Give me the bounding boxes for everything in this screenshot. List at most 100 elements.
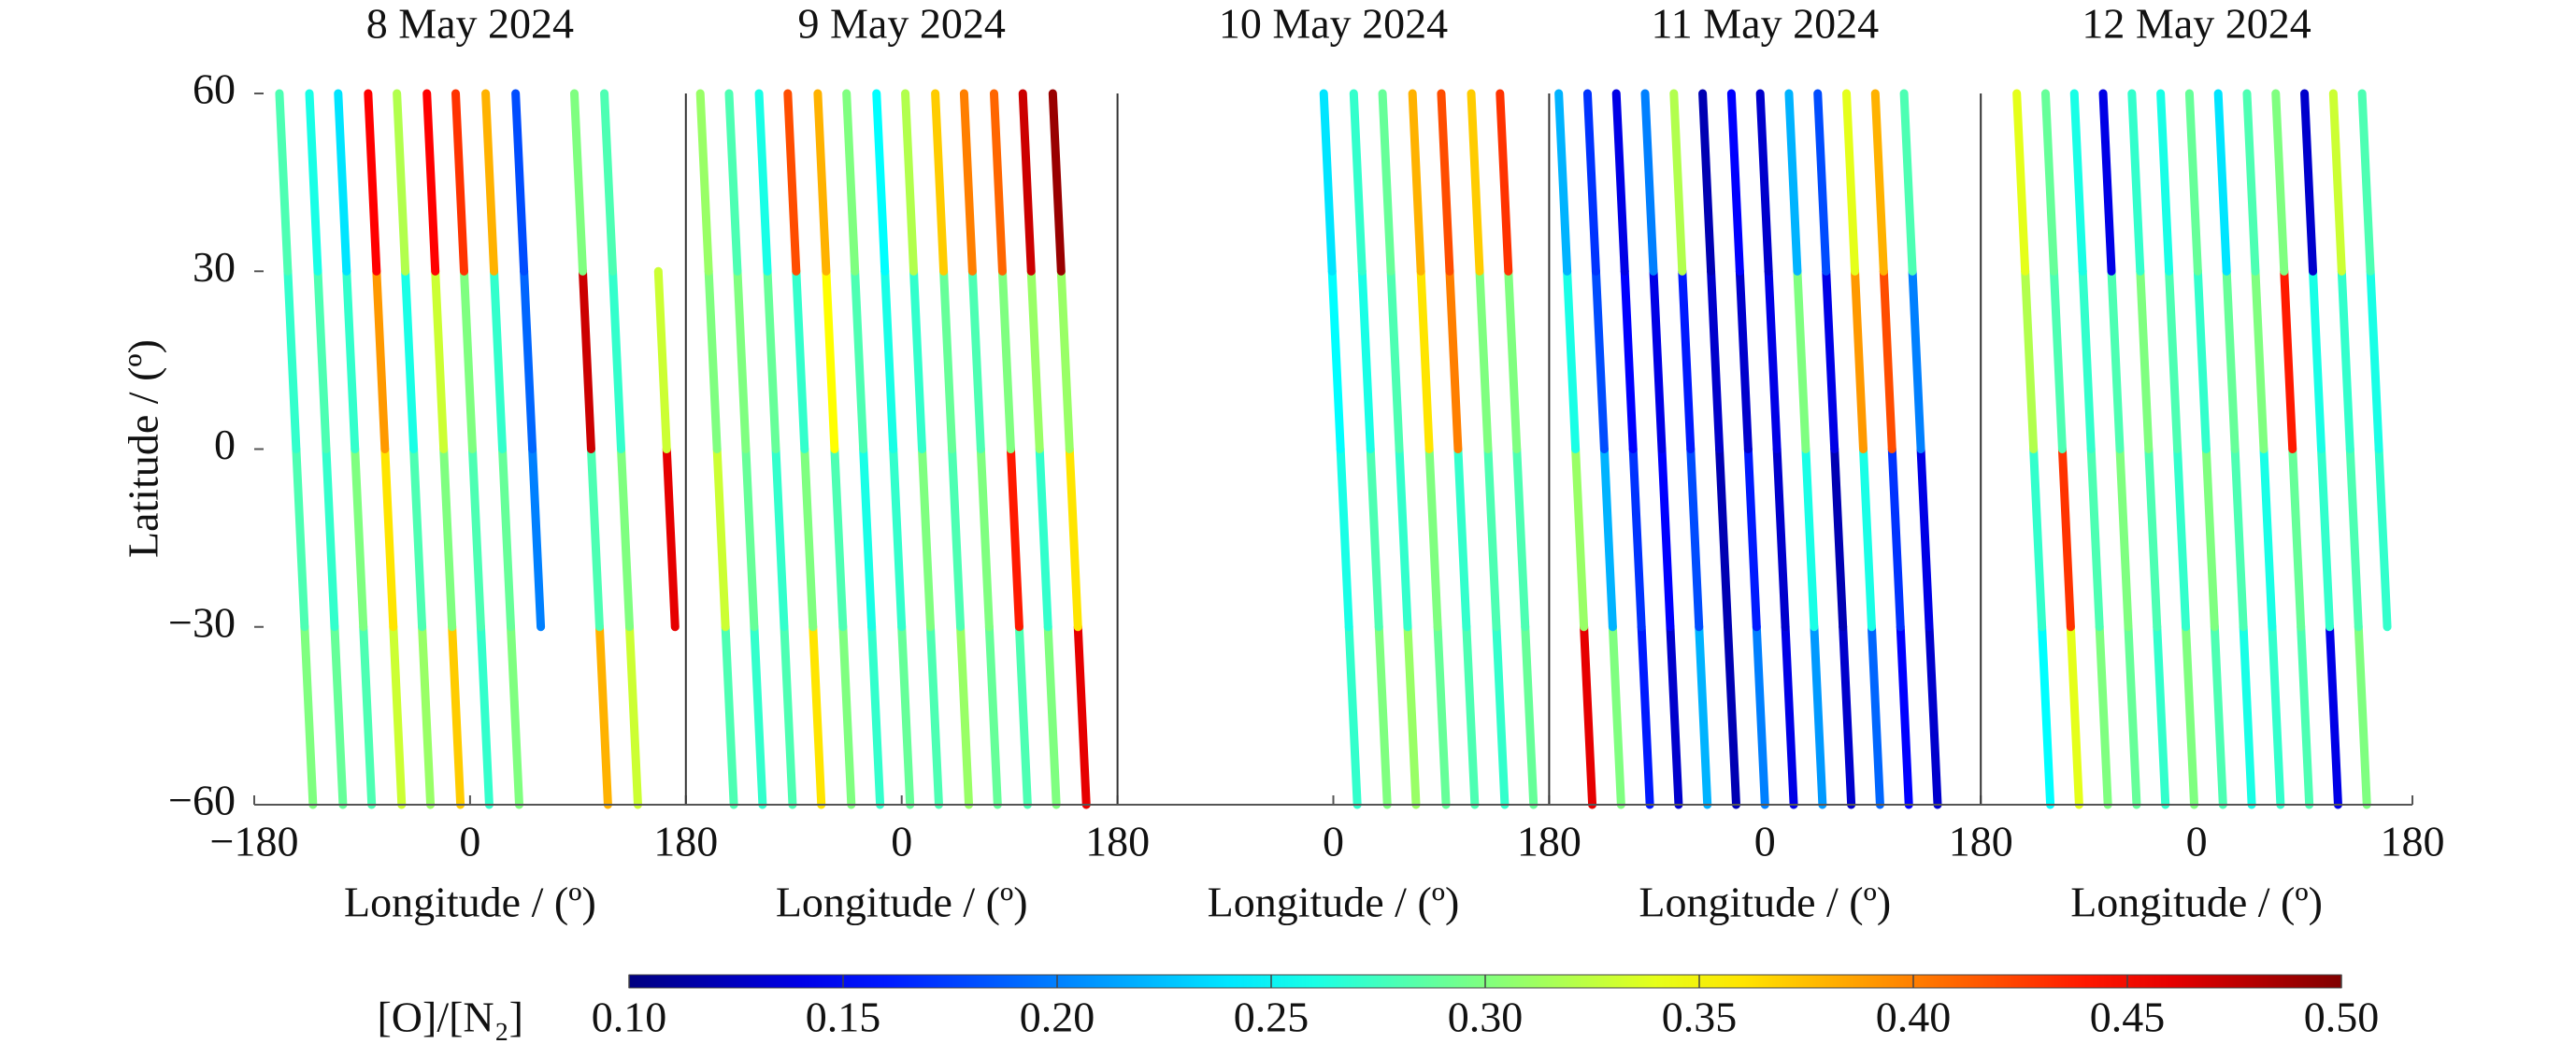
track-segment (1554, 89, 1572, 276)
track-segment (1755, 89, 1773, 276)
track-segment (956, 622, 974, 809)
track-segment (1752, 622, 1769, 809)
track-segment (1416, 266, 1434, 453)
track-segment (2115, 445, 2133, 632)
colorbar-tick-label: 0.20 (1020, 994, 1095, 1041)
track-segment (2328, 89, 2346, 276)
track-segment (1035, 445, 1052, 632)
track-segment (351, 445, 368, 632)
panel-title: 12 May 2024 (2082, 0, 2311, 48)
track-segment (2156, 89, 2174, 276)
track-segment (1043, 622, 1061, 809)
track-segment (1839, 622, 1856, 809)
track-segment (1014, 622, 1032, 809)
track-segment (283, 266, 301, 453)
track-segment (1772, 445, 1790, 632)
track-segment (897, 622, 915, 809)
track-segment (372, 266, 390, 453)
track-segment (1908, 266, 1925, 453)
track-segment (2153, 622, 2170, 809)
track-segment (813, 89, 831, 276)
x-axis-label: Longitude / (º) (776, 879, 1028, 926)
track-segment (1649, 266, 1667, 453)
track-segment (800, 445, 818, 632)
track-segment (662, 445, 680, 632)
colorbar-label: [O]/[N₂] (377, 994, 523, 1041)
x-tick-label: 180 (653, 818, 718, 865)
x-axis-label: Longitude / (º) (2070, 879, 2323, 926)
track-segment (617, 445, 635, 632)
track-segment (1378, 89, 1395, 276)
track-segment (2182, 622, 2199, 809)
track-segment (1366, 445, 1383, 632)
track-segment (600, 89, 618, 276)
track-segment (1842, 89, 1860, 276)
track-segment (2259, 445, 2277, 632)
track-segment (1403, 622, 1421, 809)
track-segment (695, 89, 713, 276)
track-segment (925, 622, 943, 809)
track-segment (2144, 445, 2162, 632)
track-segment (1858, 445, 1876, 632)
track-segment (275, 89, 293, 276)
track-segment (1344, 622, 1362, 809)
y-axis-label: Latitude / (º) (120, 339, 167, 558)
track-segment (1657, 445, 1675, 632)
track-segment (1822, 266, 1839, 453)
track-segment (1707, 266, 1724, 453)
colorbar-tick-label: 0.45 (2090, 994, 2166, 1041)
track-segment (1483, 445, 1501, 632)
track-segment (431, 266, 449, 453)
track-segment (653, 266, 671, 453)
track-segment (1899, 89, 1917, 276)
track-segment (1678, 266, 1696, 453)
track-segment (459, 266, 477, 453)
track-segment (2337, 266, 2354, 453)
colorbar-tick-label: 0.15 (806, 994, 881, 1041)
track-segment (2288, 445, 2306, 632)
track-segment (1793, 266, 1810, 453)
track-segment (2325, 622, 2342, 809)
track-segment (2210, 622, 2227, 809)
track-segment (1591, 266, 1609, 453)
track-segment (959, 89, 977, 276)
track-segment (2242, 89, 2260, 276)
panel-title: 10 May 2024 (1219, 0, 1448, 48)
track-segment (1743, 445, 1761, 632)
track-segment (2127, 89, 2145, 276)
track-segment (520, 266, 537, 453)
x-axis-label: Longitude / (º) (1639, 879, 1891, 926)
track-segment (2086, 445, 2104, 632)
track-segment (2230, 445, 2248, 632)
track-segment (334, 89, 351, 276)
track-segment (918, 445, 935, 632)
track-segment (1336, 445, 1353, 632)
track-segment (724, 89, 742, 276)
track-segment (439, 445, 457, 632)
y-tick-label: 30 (193, 243, 236, 291)
track-segment (1504, 266, 1522, 453)
track-segment (481, 89, 499, 276)
track-segment (2038, 622, 2055, 809)
track-segment (1620, 266, 1638, 453)
track-segment (1698, 89, 1716, 276)
x-axis-label: Longitude / (º) (1208, 879, 1460, 926)
track-segment (948, 445, 966, 632)
track-segment (498, 445, 516, 632)
track-segment (838, 622, 856, 809)
track-segment (418, 622, 436, 809)
track-segment (1582, 89, 1600, 276)
track-segment (1666, 622, 1683, 809)
track-segment (2098, 89, 2116, 276)
track-segment (2309, 266, 2326, 453)
track-segment (2271, 89, 2289, 276)
track-segment (2300, 89, 2318, 276)
track-segment (2066, 622, 2083, 809)
track-segment (2165, 266, 2182, 453)
track-segment (2354, 622, 2371, 809)
track-segment (608, 266, 626, 453)
track-segment (305, 89, 322, 276)
colorbar-tick-label: 0.50 (2304, 994, 2380, 1041)
track-segment (1048, 89, 1066, 276)
